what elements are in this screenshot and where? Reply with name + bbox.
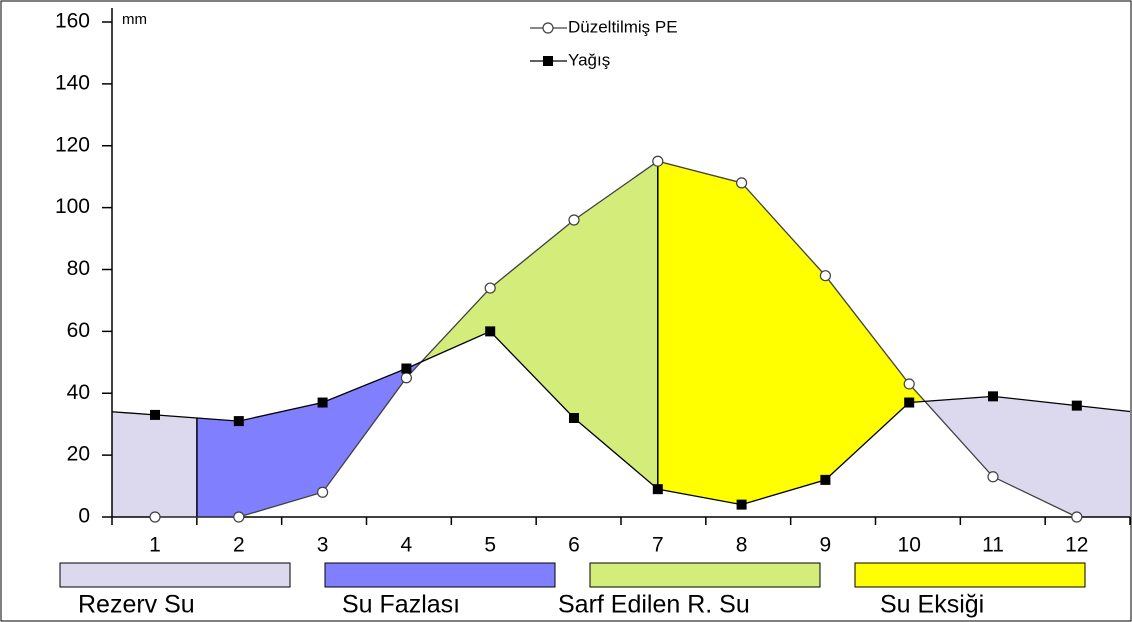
precip-marker bbox=[233, 416, 244, 427]
area-fill bbox=[112, 411, 197, 517]
y-tick-label: 140 bbox=[55, 71, 90, 94]
x-tick-label: 12 bbox=[1065, 534, 1088, 557]
x-tick-label: 7 bbox=[652, 534, 664, 557]
pe-marker bbox=[652, 155, 664, 167]
x-tick-label: 5 bbox=[484, 534, 496, 557]
y-tick-label: 100 bbox=[55, 195, 90, 218]
precip-marker bbox=[569, 413, 579, 423]
legend-label: Su Eksiği bbox=[880, 591, 984, 619]
pe-marker bbox=[317, 486, 329, 498]
pe-marker bbox=[735, 177, 748, 189]
legend-marker bbox=[543, 56, 553, 66]
x-tick-label: 6 bbox=[568, 534, 580, 557]
pe-marker bbox=[1071, 511, 1083, 523]
precip-marker bbox=[820, 474, 831, 485]
x-tick-label: 11 bbox=[982, 534, 1004, 557]
y-tick-label: 0 bbox=[78, 505, 90, 528]
legend-swatch bbox=[854, 562, 1086, 588]
legend-label: Yağış bbox=[568, 50, 610, 69]
pe-marker bbox=[149, 511, 161, 523]
x-tick-label: 2 bbox=[233, 534, 245, 557]
precip-marker bbox=[485, 326, 496, 337]
legend-label: Düzeltilmiş PE bbox=[568, 17, 678, 36]
x-tick-label: 3 bbox=[317, 534, 329, 557]
precip-marker bbox=[652, 484, 663, 495]
area-fill bbox=[421, 161, 658, 490]
pe-marker bbox=[568, 214, 580, 226]
series-line bbox=[155, 160, 1078, 518]
pe-marker bbox=[819, 270, 832, 282]
x-tick-label: 10 bbox=[898, 534, 921, 557]
pe-marker bbox=[484, 282, 496, 294]
series-line bbox=[111, 330, 1131, 506]
legend-swatch bbox=[59, 562, 291, 588]
pe-marker bbox=[400, 372, 412, 384]
legend-swatch bbox=[324, 562, 556, 588]
y-tick-label: 160 bbox=[55, 10, 90, 33]
y-tick-label: 120 bbox=[55, 133, 90, 156]
area-fill bbox=[196, 361, 422, 517]
y-tick-label: 80 bbox=[67, 257, 90, 280]
y-tick-label: 60 bbox=[67, 319, 90, 342]
x-tick-label: 4 bbox=[401, 534, 413, 557]
y-tick-label: 20 bbox=[67, 443, 90, 466]
precip-marker bbox=[150, 409, 160, 420]
precip-marker bbox=[736, 499, 747, 510]
legend-marker bbox=[542, 22, 554, 34]
legend-label: Su Fazlası bbox=[342, 591, 460, 619]
legend-label: Rezerv Su bbox=[78, 591, 195, 619]
pe-marker bbox=[987, 471, 999, 483]
area-fill bbox=[657, 161, 925, 505]
y-unit: mm bbox=[122, 11, 147, 28]
pe-marker bbox=[233, 511, 245, 523]
precip-marker bbox=[317, 397, 328, 408]
legend-swatch bbox=[589, 562, 821, 588]
x-tick-label: 9 bbox=[820, 534, 832, 557]
area-fill bbox=[924, 396, 1130, 517]
x-tick-label: 1 bbox=[149, 534, 161, 557]
x-tick-label: 8 bbox=[736, 534, 748, 557]
precip-marker bbox=[904, 397, 915, 408]
precip-marker bbox=[988, 391, 998, 402]
precip-marker bbox=[1071, 400, 1082, 411]
precip-marker bbox=[401, 363, 412, 374]
y-tick-label: 40 bbox=[67, 381, 90, 404]
legend-label: Sarf Edilen R. Su bbox=[558, 591, 750, 619]
pe-marker bbox=[903, 378, 915, 390]
